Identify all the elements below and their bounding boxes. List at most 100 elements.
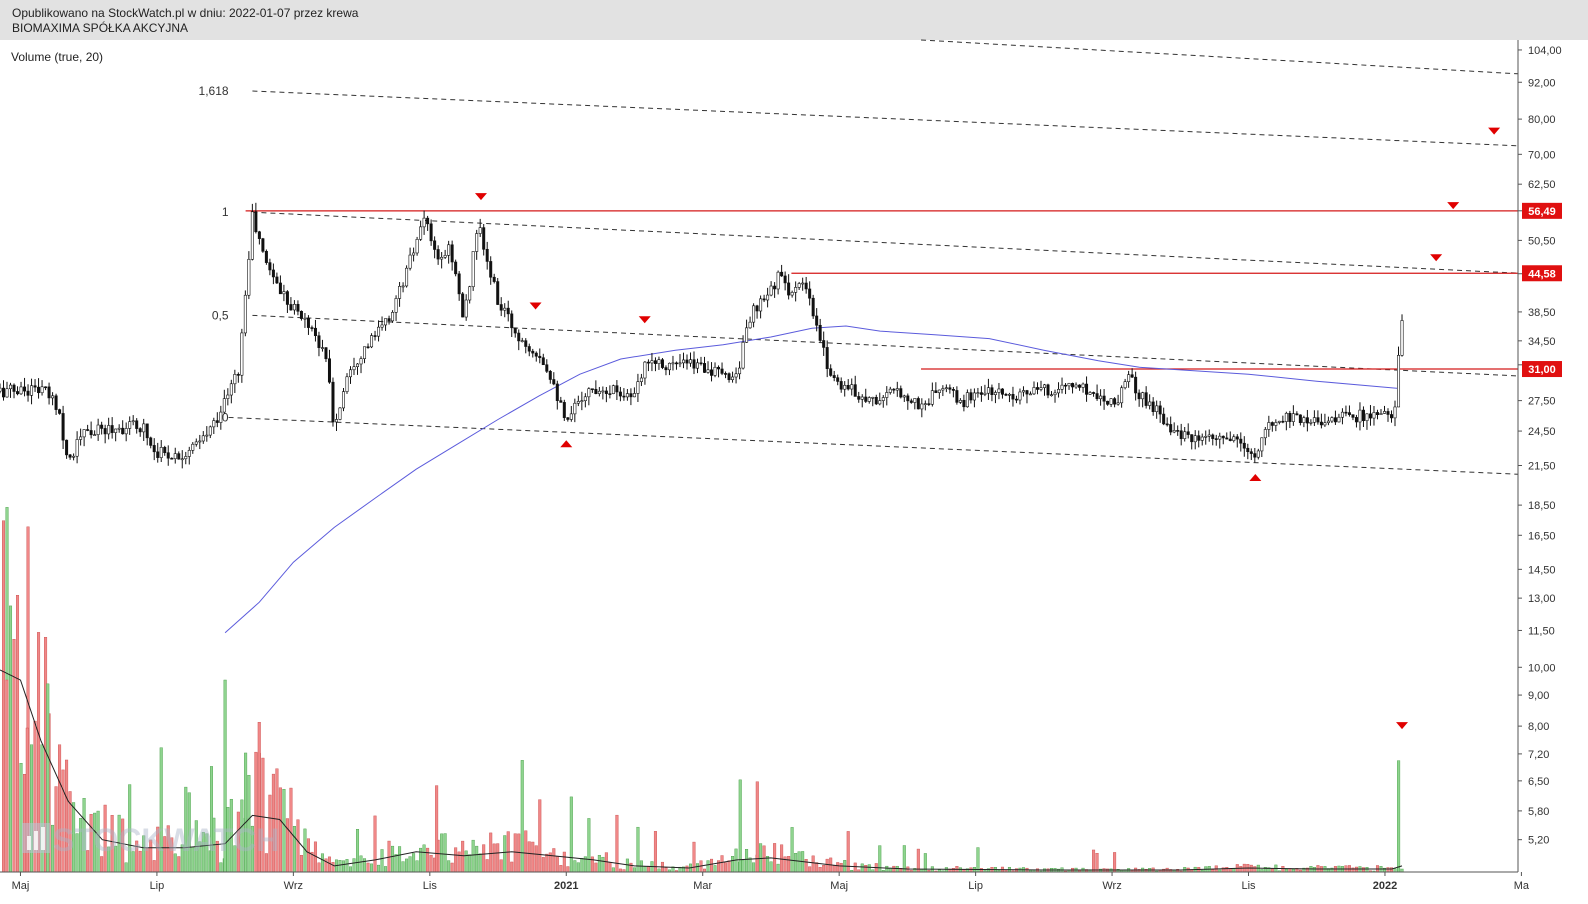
- candle-body: [941, 388, 945, 391]
- candle-body: [913, 398, 917, 403]
- time-tick-label: Lis: [423, 880, 438, 892]
- candle-body: [850, 384, 854, 390]
- volume-bar: [475, 845, 479, 873]
- candle-body: [990, 387, 994, 395]
- candle-body: [233, 374, 237, 385]
- candle-body: [215, 420, 219, 423]
- candle-body: [496, 281, 500, 305]
- price-tick-label: 104,00: [1528, 45, 1562, 57]
- candle-body: [615, 385, 619, 393]
- candle-body: [1099, 395, 1103, 400]
- volume-bar: [538, 799, 542, 873]
- candle-body: [201, 435, 205, 442]
- candle-body: [881, 397, 885, 401]
- moving-average-line: [224, 325, 1399, 634]
- candle-body: [1141, 392, 1145, 400]
- candle-body: [324, 347, 328, 360]
- volume-bar: [1386, 867, 1390, 873]
- volume-bar: [1225, 867, 1229, 873]
- candle-body: [1323, 422, 1327, 426]
- time-tick-label: Maj: [830, 880, 848, 892]
- volume-bar: [1092, 849, 1096, 873]
- candle-body: [1284, 412, 1288, 422]
- volume-bar: [373, 815, 377, 873]
- candle-body: [825, 347, 829, 369]
- candle-body: [356, 363, 360, 367]
- level-tag-label: 44,58: [1528, 268, 1556, 280]
- candle-body: [1088, 392, 1092, 395]
- candle-body: [948, 387, 952, 390]
- candle-body: [240, 332, 244, 376]
- candle-body: [82, 429, 86, 438]
- volume-bar: [951, 868, 955, 873]
- buy-signal-marker: [1249, 474, 1262, 482]
- candle-body: [149, 437, 153, 446]
- candle-body: [1316, 417, 1320, 423]
- candle-body: [548, 371, 552, 380]
- indicator-label: Volume (true, 20): [11, 50, 104, 64]
- candle-body: [317, 335, 321, 348]
- volume-bar: [100, 856, 104, 873]
- volume-bar: [653, 831, 657, 873]
- candle-body: [299, 310, 303, 319]
- candle-body: [878, 400, 882, 405]
- candle-body: [370, 335, 374, 348]
- candle-body: [1337, 416, 1341, 423]
- volume-bar: [717, 860, 721, 873]
- volume-bar: [338, 860, 342, 873]
- volume-bar: [1365, 867, 1369, 873]
- sell-signal-marker: [638, 316, 651, 324]
- candle-body: [1267, 422, 1271, 430]
- candle-body: [843, 384, 847, 390]
- time-tick-label: Mar: [693, 880, 712, 892]
- candle-body: [671, 362, 675, 365]
- candle-body: [1382, 411, 1386, 414]
- candle-body: [1064, 384, 1068, 387]
- candle-body: [1397, 355, 1401, 408]
- volume-bar: [394, 854, 398, 873]
- candle-body: [177, 453, 181, 460]
- candle-body: [422, 217, 426, 228]
- candle-body: [986, 387, 990, 394]
- volume-bar: [822, 865, 826, 873]
- candle-body: [923, 403, 927, 405]
- time-tick-label: Lip: [968, 880, 983, 892]
- candle-body: [860, 396, 864, 400]
- candle-body: [1400, 320, 1404, 356]
- candle-body: [1393, 406, 1397, 419]
- candle-body: [1011, 393, 1015, 400]
- candle-body: [1144, 392, 1148, 406]
- candle-body: [937, 389, 941, 393]
- time-tick-label: 2022: [1373, 880, 1397, 892]
- volume-bar: [836, 862, 840, 873]
- candle-body: [159, 447, 163, 458]
- candle-body: [471, 251, 475, 288]
- candle-body: [271, 269, 275, 278]
- candle-body: [1032, 387, 1036, 395]
- candle-body: [601, 390, 605, 393]
- candle-body: [1000, 388, 1004, 395]
- candle-body: [1197, 435, 1201, 441]
- candle-body: [1074, 384, 1078, 388]
- candle-body: [398, 286, 402, 299]
- candle-body: [1221, 435, 1225, 439]
- volume-bar: [590, 856, 594, 873]
- candle-body: [629, 393, 633, 398]
- candle-body: [776, 271, 780, 290]
- candle-body: [387, 318, 391, 322]
- candle-body: [289, 304, 293, 311]
- candle-body: [766, 294, 770, 301]
- volume-bar: [597, 854, 601, 873]
- candle-body: [51, 395, 55, 399]
- candle-body: [173, 453, 177, 460]
- volume-bar: [177, 856, 181, 873]
- price-tick-label: 14,50: [1528, 564, 1556, 576]
- candle-body: [783, 275, 787, 284]
- candle-body: [401, 285, 405, 288]
- volume-bar: [534, 845, 538, 873]
- candle-body: [16, 391, 20, 395]
- volume-bar: [552, 848, 556, 873]
- candle-body: [594, 388, 598, 395]
- candle-body: [836, 377, 840, 382]
- volume-bar: [531, 841, 535, 873]
